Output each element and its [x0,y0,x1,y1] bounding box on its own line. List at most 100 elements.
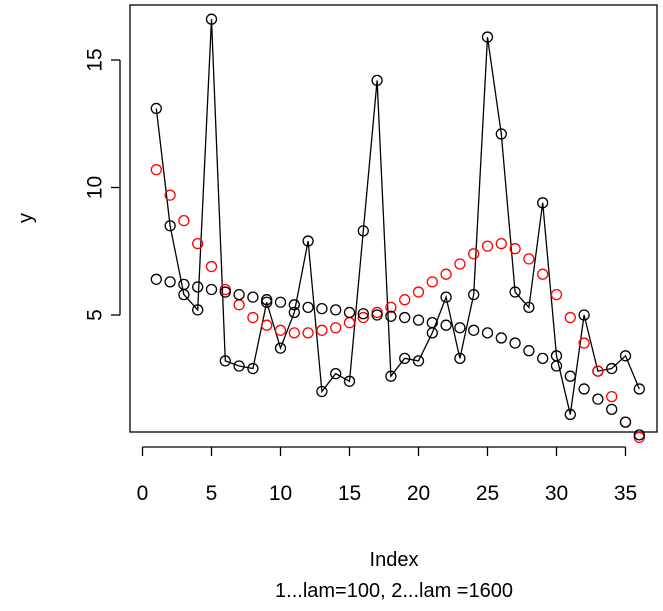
data-point [247,311,259,324]
x-tick-label: 35 [614,482,637,505]
x-tick-label: 10 [269,482,292,505]
data-point [274,342,287,354]
data-point [633,383,645,395]
data-point [606,390,618,403]
data-point [537,268,549,280]
data-point [495,237,507,250]
data-point [247,291,259,303]
data-point [578,383,590,395]
data-point [288,306,300,319]
data-point [357,308,369,320]
data-point [550,360,563,372]
data-point [164,189,176,201]
labels: Index 1...lam=100, 2...lam =1600 y [15,213,513,602]
data-point [619,416,632,428]
data-point [481,240,494,252]
data-point [564,408,576,421]
data-point [537,197,549,209]
data-point [523,253,535,265]
x-tick-label: 20 [407,482,430,505]
data-point [343,375,356,387]
data-point [509,337,521,349]
series-line [155,19,640,415]
y-axis-title: y [15,213,37,223]
data-point [426,276,438,288]
data-point [550,288,563,301]
x-tick-label: 25 [476,482,499,505]
data-point [164,220,176,232]
data-point [178,214,190,227]
axes: 0 5 10 15 20 25 30 35 5 10 15 [84,4,658,505]
x-axis-title: Index [370,549,419,571]
data-point [261,294,273,306]
data-point [440,319,452,331]
data-point [426,316,438,329]
x-tick-label: 15 [338,482,361,505]
data-point [468,324,480,336]
data-point [619,350,632,362]
y-tick-label: 10 [84,176,107,199]
data-point [412,314,425,326]
data-series [150,13,645,444]
data-point [371,306,383,319]
data-point [164,276,176,288]
y-tick-label: 5 [84,309,107,321]
data-point [412,355,425,367]
data-point [440,291,452,303]
data-point [205,260,218,273]
data-point [150,102,162,115]
plot-frame [129,4,658,433]
series-1 [150,13,645,421]
data-point [606,403,618,416]
data-point [440,268,452,280]
data-point [385,310,397,322]
x-tick-label: 30 [545,482,568,505]
data-point [399,294,411,306]
data-point [371,309,383,321]
data-point [592,393,604,405]
data-point [150,273,162,285]
data-point [481,31,494,43]
data-point [192,281,204,293]
data-point [316,302,328,315]
data-point [316,324,328,336]
data-point [592,365,604,377]
data-point [247,362,259,375]
data-point [523,301,535,314]
data-point [150,163,162,176]
data-point [578,337,590,349]
data-point [399,311,411,324]
data-point [288,299,300,311]
data-point [371,74,383,87]
y-tick-label: 15 [84,48,107,71]
data-point [481,327,494,339]
data-point [205,13,218,25]
data-point [454,352,466,365]
data-point [468,288,480,301]
data-point [454,258,466,270]
data-point [343,306,356,319]
data-point [509,243,521,255]
data-point [385,370,397,382]
data-point [578,309,590,321]
data-point [316,385,328,398]
data-point [606,362,618,375]
data-point [468,248,480,260]
series-3 [150,273,645,441]
chart-subtitle: 1...lam=100, 2...lam =1600 [275,580,513,602]
data-point [233,288,245,301]
data-point [564,311,576,324]
data-point [357,225,369,237]
data-point [233,299,245,311]
data-point [274,296,287,308]
data-point [412,286,425,298]
data-point [357,311,369,324]
data-point [219,355,231,367]
data-point [454,322,466,334]
data-point [385,301,397,314]
data-point [633,431,645,444]
data-point [261,319,273,331]
data-point [399,352,411,365]
data-point [274,324,287,336]
